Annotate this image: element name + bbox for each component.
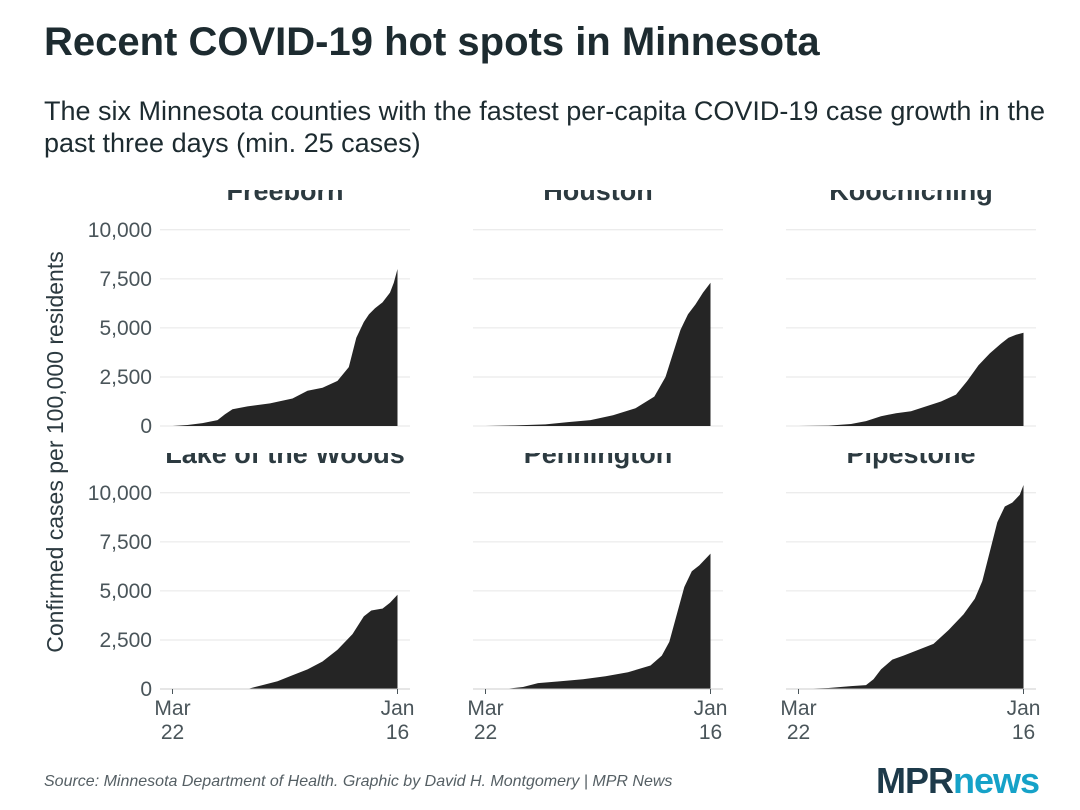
logo-mpr: MPR xyxy=(876,760,954,801)
panel-koochiching: Koochiching xyxy=(786,176,1036,427)
mpr-news-logo: MPRnews xyxy=(876,760,1040,802)
y-tick-label: 7,500 xyxy=(99,531,152,554)
y-axis-label: Confirmed cases per 100,000 residents xyxy=(42,251,68,652)
panel-freeborn: 0 2,500 5,000 7,500 10,000 Freeborn xyxy=(88,176,410,438)
source-note: Source: Minnesota Department of Health. … xyxy=(44,773,673,790)
y-tick-label: 7,500 xyxy=(99,268,152,291)
panel-lake-of-the-woods: 0 2,500 5,000 7,500 10,000 Lake of the Woods M… xyxy=(88,439,415,744)
logo-news: news xyxy=(953,760,1040,801)
y-tick-label: 2,500 xyxy=(99,366,152,389)
page-subtitle: The six Minnesota counties with the fast… xyxy=(44,96,1045,158)
panel-title: Pipestone xyxy=(846,439,975,469)
x-tick-label: Jan xyxy=(694,697,728,720)
x-tick-label: 16 xyxy=(1012,721,1035,744)
area-lake-of-the-woods xyxy=(172,594,398,689)
panel-title: Freeborn xyxy=(226,176,343,206)
x-tick-label: 22 xyxy=(161,721,184,744)
y-tick-label: 0 xyxy=(140,415,152,438)
x-tick-label: 16 xyxy=(386,721,409,744)
area-freeborn xyxy=(172,269,398,426)
panel-title: Pennington xyxy=(524,439,672,469)
x-tick-label: Mar xyxy=(154,697,190,720)
area-pipestone xyxy=(798,485,1024,689)
x-tick-label: 16 xyxy=(699,721,722,744)
panel-houston: Houston xyxy=(473,176,723,427)
y-tick-label: 10,000 xyxy=(88,482,152,505)
x-tick-label: Jan xyxy=(381,697,415,720)
x-tick-label: 22 xyxy=(787,721,810,744)
x-tick-label: Jan xyxy=(1007,697,1041,720)
y-tick-label: 2,500 xyxy=(99,629,152,652)
area-koochiching xyxy=(798,332,1024,426)
x-tick-label: 22 xyxy=(474,721,497,744)
y-tick-label: 5,000 xyxy=(99,317,152,340)
y-tick-label: 0 xyxy=(140,678,152,701)
panel-title: Houston xyxy=(543,176,652,206)
area-pennington xyxy=(485,553,711,689)
panel-title: Lake of the Woods xyxy=(165,439,405,469)
page-title: Recent COVID-19 hot spots in Minnesota xyxy=(44,20,820,64)
area-houston xyxy=(485,282,711,426)
x-tick-label: Mar xyxy=(467,697,503,720)
y-tick-label: 5,000 xyxy=(99,580,152,603)
x-tick-label: Mar xyxy=(780,697,816,720)
panel-title: Koochiching xyxy=(829,176,993,206)
y-tick-label: 10,000 xyxy=(88,219,152,242)
